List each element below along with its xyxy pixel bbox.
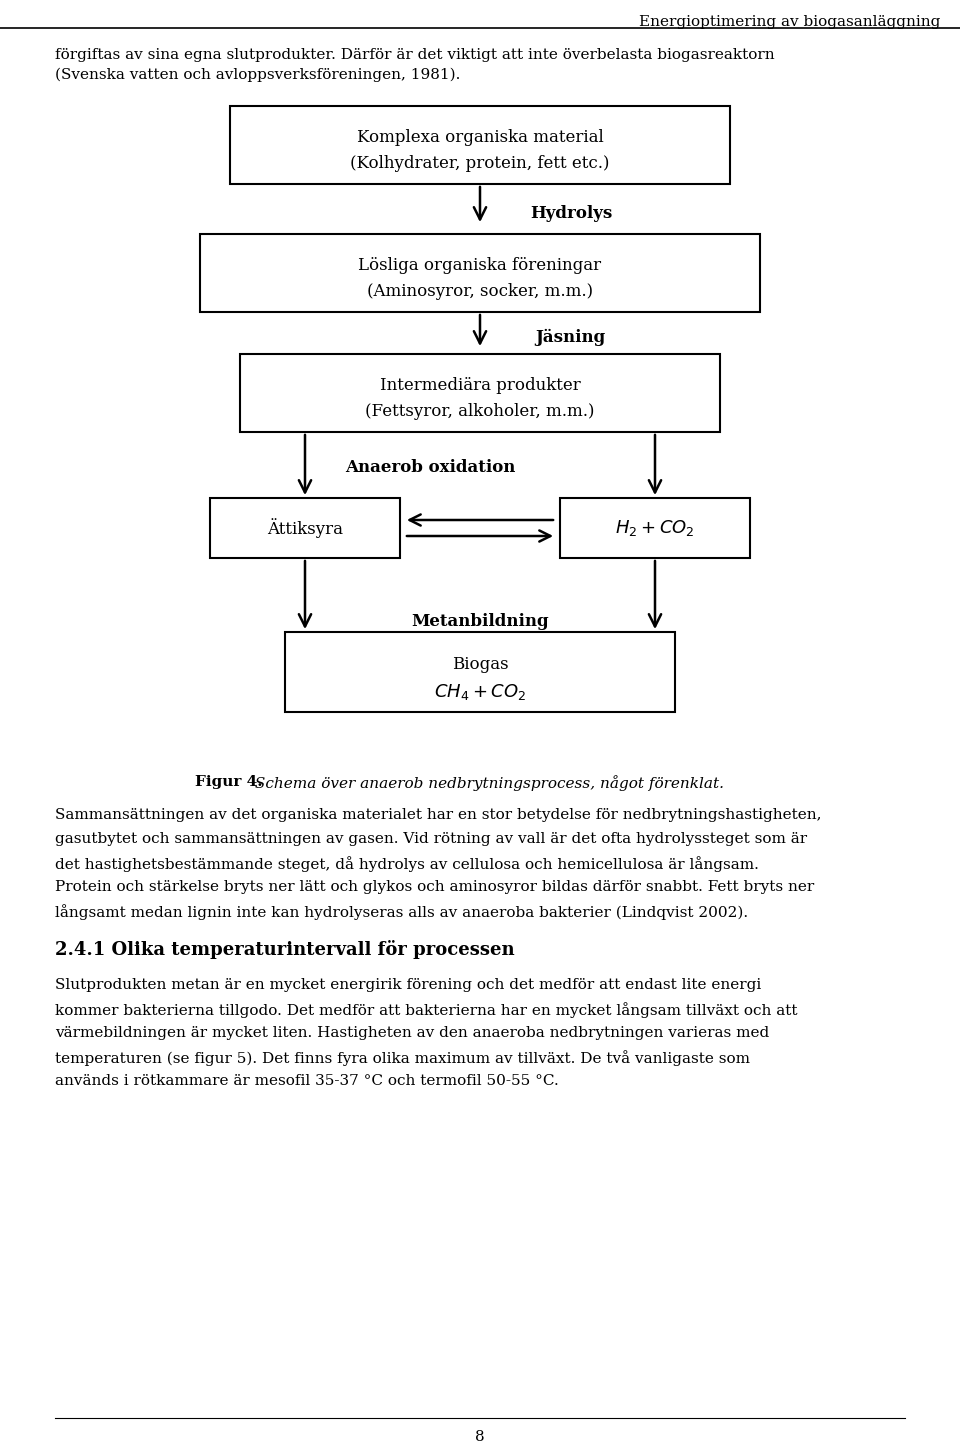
Text: 8: 8	[475, 1431, 485, 1444]
Text: Energioptimering av biogasanläggning: Energioptimering av biogasanläggning	[638, 14, 940, 29]
Text: Lösliga organiska föreningar: Lösliga organiska föreningar	[358, 256, 602, 274]
Text: kommer bakterierna tillgodo. Det medför att bakterierna har en mycket långsam ti: kommer bakterierna tillgodo. Det medför …	[55, 1002, 798, 1018]
Text: Anaerob oxidation: Anaerob oxidation	[345, 459, 516, 475]
FancyBboxPatch shape	[240, 353, 720, 432]
Text: långsamt medan lignin inte kan hydrolyseras alls av anaeroba bakterier (Lindqvis: långsamt medan lignin inte kan hydrolyse…	[55, 904, 748, 919]
Text: Protein och stärkelse bryts ner lätt och glykos och aminosyror bildas därför sna: Protein och stärkelse bryts ner lätt och…	[55, 880, 814, 893]
Text: temperaturen (se figur 5). Det finns fyra olika maximum av tillväxt. De två vanl: temperaturen (se figur 5). Det finns fyr…	[55, 1050, 750, 1066]
Text: Schema över anaerob nedbrytningsprocess, något förenklat.: Schema över anaerob nedbrytningsprocess,…	[250, 775, 724, 791]
Text: (Aminosyror, socker, m.m.): (Aminosyror, socker, m.m.)	[367, 282, 593, 300]
Text: Slutprodukten metan är en mycket energirik förening och det medför att endast li: Slutprodukten metan är en mycket energir…	[55, 977, 761, 992]
Text: (Kolhydrater, protein, fett etc.): (Kolhydrater, protein, fett etc.)	[350, 155, 610, 172]
Text: Hydrolys: Hydrolys	[530, 204, 612, 222]
Text: (Fettsyror, alkoholer, m.m.): (Fettsyror, alkoholer, m.m.)	[365, 403, 595, 420]
Text: Ättiksyra: Ättiksyra	[267, 518, 343, 539]
Text: (Svenska vatten och avloppsverksföreningen, 1981).: (Svenska vatten och avloppsverksförening…	[55, 68, 461, 83]
Text: gasutbytet och sammansättningen av gasen. Vid rötning av vall är det ofta hydrol: gasutbytet och sammansättningen av gasen…	[55, 833, 807, 846]
Text: Figur 4.: Figur 4.	[195, 775, 263, 789]
Text: Jäsning: Jäsning	[535, 329, 605, 346]
FancyBboxPatch shape	[285, 631, 675, 712]
Text: $CH_4 + CO_2$: $CH_4 + CO_2$	[434, 682, 526, 702]
Text: Komplexa organiska material: Komplexa organiska material	[356, 129, 604, 146]
Text: Intermediära produkter: Intermediära produkter	[379, 376, 581, 394]
FancyBboxPatch shape	[560, 498, 750, 557]
Text: $H_2+CO_2$: $H_2+CO_2$	[615, 518, 695, 539]
Text: värmebildningen är mycket liten. Hastigheten av den anaeroba nedbrytningen varie: värmebildningen är mycket liten. Hastigh…	[55, 1027, 769, 1040]
FancyBboxPatch shape	[200, 235, 760, 311]
Text: används i rötkammare är mesofil 35-37 °C och termofil 50-55 °C.: används i rötkammare är mesofil 35-37 °C…	[55, 1074, 559, 1087]
Text: det hastighetsbestämmande steget, då hydrolys av cellulosa och hemicellulosa är : det hastighetsbestämmande steget, då hyd…	[55, 856, 758, 872]
Text: 2.4.1 Olika temperaturintervall för processen: 2.4.1 Olika temperaturintervall för proc…	[55, 940, 515, 959]
Text: Biogas: Biogas	[452, 656, 508, 673]
FancyBboxPatch shape	[230, 106, 730, 184]
Text: Sammansättningen av det organiska materialet har en stor betydelse för nedbrytni: Sammansättningen av det organiska materi…	[55, 808, 822, 822]
FancyBboxPatch shape	[210, 498, 400, 557]
Text: Metanbildning: Metanbildning	[411, 614, 549, 630]
Text: förgiftas av sina egna slutprodukter. Därför är det viktigt att inte överbelasta: förgiftas av sina egna slutprodukter. Dä…	[55, 48, 775, 62]
